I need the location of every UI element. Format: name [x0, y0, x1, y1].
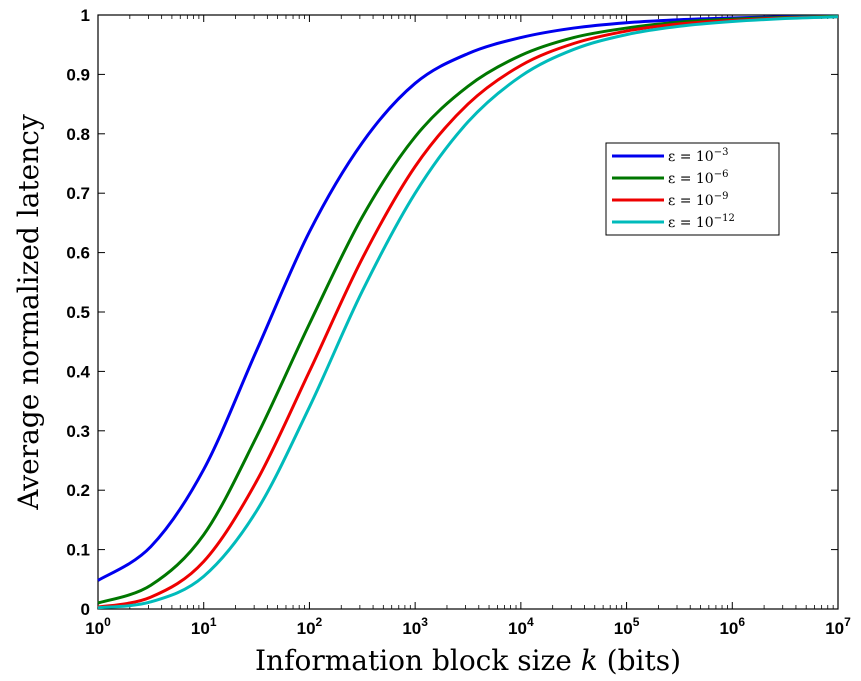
x-tick-label: 106 [719, 615, 745, 638]
y-tick-label: 0.7 [66, 184, 90, 203]
plot-frame [97, 14, 839, 610]
legend-box [605, 142, 780, 236]
y-tick-label: 0.6 [66, 244, 90, 263]
y-tick-label: 0.3 [66, 422, 90, 441]
x-tick-label: 103 [402, 615, 428, 638]
legend: ε = 10−3ε = 10−6ε = 10−9ε = 10−12 [605, 142, 780, 236]
x-tick-label: 100 [85, 615, 111, 638]
series-line [97, 14, 839, 582]
y-tick-label: 0.9 [66, 65, 90, 84]
x-tick-label: 105 [614, 615, 640, 638]
x-tick-label: 101 [191, 615, 217, 638]
series-line [97, 15, 839, 609]
plot-area [97, 14, 839, 610]
y-axis-label: Average normalized latency [12, 114, 45, 511]
x-tick-label: 104 [508, 615, 534, 638]
x-tick-label: 102 [297, 615, 323, 638]
legend-label: ε = 10−3 [668, 147, 728, 165]
legend-label: ε = 10−6 [668, 169, 728, 187]
y-tick-label: 0.5 [66, 303, 90, 322]
series-lines [97, 14, 839, 610]
x-tick-label: 107 [825, 615, 851, 638]
y-tick-label: 1 [81, 6, 90, 25]
x-axis-label: Information block size k (bits) [255, 644, 681, 677]
y-tick-label: 0.2 [66, 481, 90, 500]
series-line [97, 15, 839, 610]
y-tick-label: 0 [81, 600, 90, 619]
legend-label: ε = 10−9 [668, 191, 728, 209]
y-tick-label: 0.4 [66, 362, 90, 381]
series-line [97, 14, 839, 605]
y-tick-label: 0.8 [66, 125, 90, 144]
y-tick-label: 0.1 [66, 541, 90, 560]
